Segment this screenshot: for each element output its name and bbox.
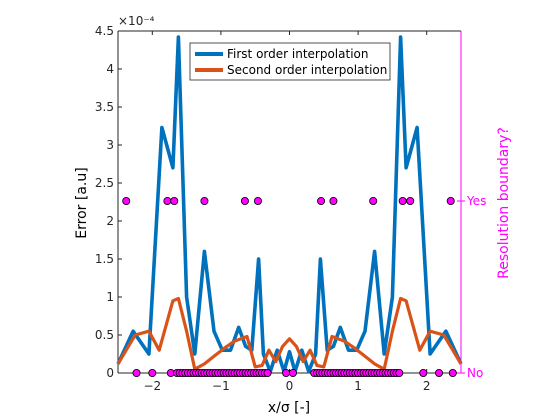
marker-no [435, 368, 444, 377]
y-tick-label: 3.5 [95, 100, 114, 114]
marker-yes [163, 196, 172, 205]
y-tick-label: 2 [106, 214, 114, 228]
y2-tick-label: Yes [466, 194, 486, 208]
marker-no [288, 368, 297, 377]
y2-tick-label: No [467, 366, 483, 380]
y-axis-ticks: 0 0.5 1 1.5 2 2.5 3 3.5 4 4.5 [95, 24, 122, 380]
y2-axis-label: Resolution boundary? [496, 127, 512, 279]
x-tick-label: −2 [143, 379, 161, 393]
marker-yes [406, 196, 415, 205]
legend-label-first-order: First order interpolation [227, 47, 368, 61]
marker-yes [398, 196, 407, 205]
y2-axis-ticks: No Yes [457, 194, 486, 380]
marker-yes [446, 196, 455, 205]
marker-yes [240, 196, 249, 205]
marker-no [148, 368, 157, 377]
legend-box [189, 42, 391, 81]
marker-no [419, 368, 428, 377]
series-line-second-order [116, 296, 463, 371]
y-tick-label: 3 [106, 138, 114, 152]
marker-no [448, 368, 457, 377]
marker-yes [122, 196, 131, 205]
legend: First order interpolation Second order i… [189, 42, 391, 81]
series-line-first-order [116, 35, 463, 374]
marker-yes [369, 196, 378, 205]
y-tick-label: 1.5 [95, 252, 114, 266]
x-tick-label: 1 [354, 379, 362, 393]
marker-no [132, 368, 141, 377]
marker-yes [253, 196, 262, 205]
marker-no [282, 368, 291, 377]
marker-yes [170, 196, 179, 205]
x-tick-label: −1 [212, 379, 230, 393]
y-tick-label: 0.5 [95, 328, 114, 342]
x-axis-label: x/σ [-] [268, 400, 310, 416]
marker-no [395, 368, 404, 377]
y-exponent-label: ×10⁻⁴ [118, 14, 155, 28]
y-tick-label: 4 [106, 62, 114, 76]
marker-yes [200, 196, 209, 205]
y-tick-label: 0 [106, 366, 114, 380]
marker-yes [317, 196, 326, 205]
resolution-markers [122, 196, 457, 377]
x-tick-label: 2 [423, 379, 431, 393]
x-tick-label: 0 [286, 379, 294, 393]
y-tick-label: 2.5 [95, 176, 114, 190]
y-tick-label: 4.5 [95, 24, 114, 38]
y-tick-label: 1 [106, 290, 114, 304]
series-lines [116, 35, 463, 374]
legend-label-second-order: Second order interpolation [227, 63, 387, 77]
y-axis-label: Error [a.u] [74, 167, 90, 238]
marker-no [263, 368, 272, 377]
marker-yes [329, 196, 338, 205]
